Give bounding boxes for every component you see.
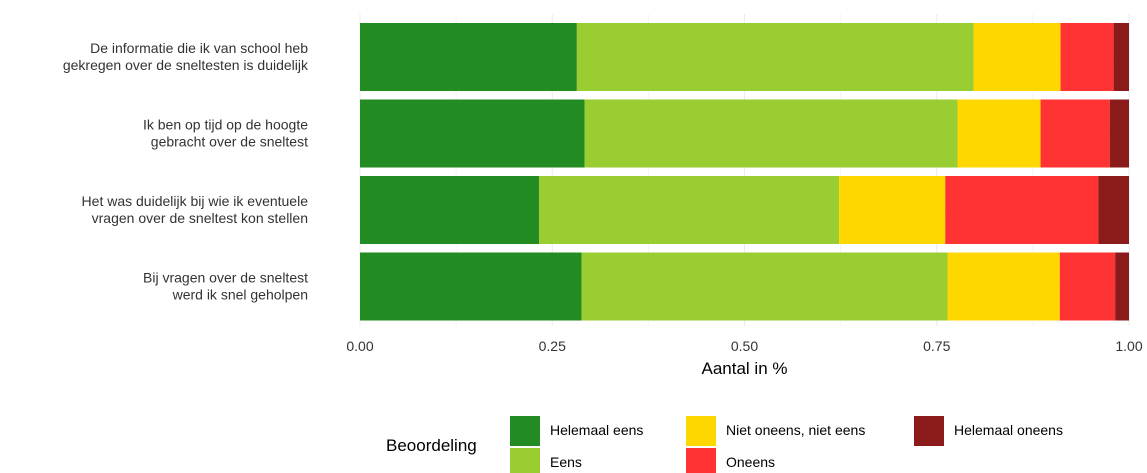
bar-segment	[360, 23, 577, 91]
x-tick-label: 0.25	[539, 338, 566, 354]
legend-label: Helemaal eens	[550, 422, 643, 438]
legend-swatch	[686, 448, 716, 473]
legend: Beoordeling Helemaal eens Eens Niet oneens…	[386, 416, 1063, 473]
x-axis-title: Aantal in %	[702, 359, 788, 378]
bar-segment	[947, 252, 1060, 321]
bar-segment	[1115, 252, 1129, 321]
bar-segment	[360, 99, 585, 168]
category-label: De informatie die ik van school heb gekre…	[63, 40, 309, 73]
category-label-line: De informatie die ik van school heb	[90, 40, 308, 56]
legend-swatch	[510, 416, 540, 446]
bar-segment	[957, 99, 1041, 168]
category-label-line: werd ik snel geholpen	[172, 287, 308, 303]
bar-segment	[1109, 99, 1129, 168]
bar-segment	[1060, 23, 1114, 91]
bar-segment	[1059, 252, 1116, 321]
bar-segment	[581, 252, 948, 321]
bars	[360, 23, 1129, 321]
bar-segment	[1040, 99, 1110, 168]
category-label: Het was duidelijk bij wie ik eventuele vr…	[82, 193, 309, 226]
x-tick-label: 0.50	[731, 338, 758, 354]
bar-segment	[973, 23, 1061, 91]
legend-items: Helemaal eens Eens Niet oneens, niet eens O…	[510, 416, 1063, 473]
bar-segment	[945, 176, 1099, 244]
x-tick-label: 0.75	[923, 338, 950, 354]
category-label-line: gebracht over de sneltest	[151, 134, 308, 150]
legend-swatch	[686, 416, 716, 446]
category-label-line: vragen over de sneltest kon stellen	[92, 210, 308, 226]
bar-segment	[839, 176, 946, 244]
legend-title: Beoordeling	[386, 436, 477, 455]
x-tick-label: 1.00	[1115, 338, 1142, 354]
bar-segment	[360, 176, 540, 244]
category-label-line: Bij vragen over de sneltest	[143, 270, 308, 286]
bar-segment	[360, 252, 582, 321]
bar-segment	[576, 23, 974, 91]
category-label-line: Het was duidelijk bij wie ik eventuele	[82, 193, 309, 209]
bar-segment	[1098, 176, 1129, 244]
bar-segment	[584, 99, 958, 168]
category-label-line: gekregen over de sneltesten is duidelijk	[63, 57, 309, 73]
bar-segment	[1113, 23, 1129, 91]
category-labels: De informatie die ik van school heb gekre…	[63, 40, 309, 303]
legend-label: Oneens	[726, 454, 775, 470]
category-label-line: Ik ben op tijd op de hoogte	[143, 117, 308, 133]
category-label: Ik ben op tijd op de hoogte gebracht over…	[143, 117, 308, 150]
x-tick-label: 0.00	[346, 338, 373, 354]
legend-label: Niet oneens, niet eens	[726, 422, 865, 438]
legend-label: Helemaal oneens	[954, 422, 1063, 438]
x-axis-ticks: 0.00 0.25 0.50 0.75 1.00	[346, 338, 1142, 354]
legend-label: Eens	[550, 454, 582, 470]
legend-swatch	[510, 448, 540, 473]
legend-swatch	[914, 416, 944, 446]
bar-segment	[539, 176, 840, 244]
category-label: Bij vragen over de sneltest werd ik snel …	[143, 270, 308, 303]
